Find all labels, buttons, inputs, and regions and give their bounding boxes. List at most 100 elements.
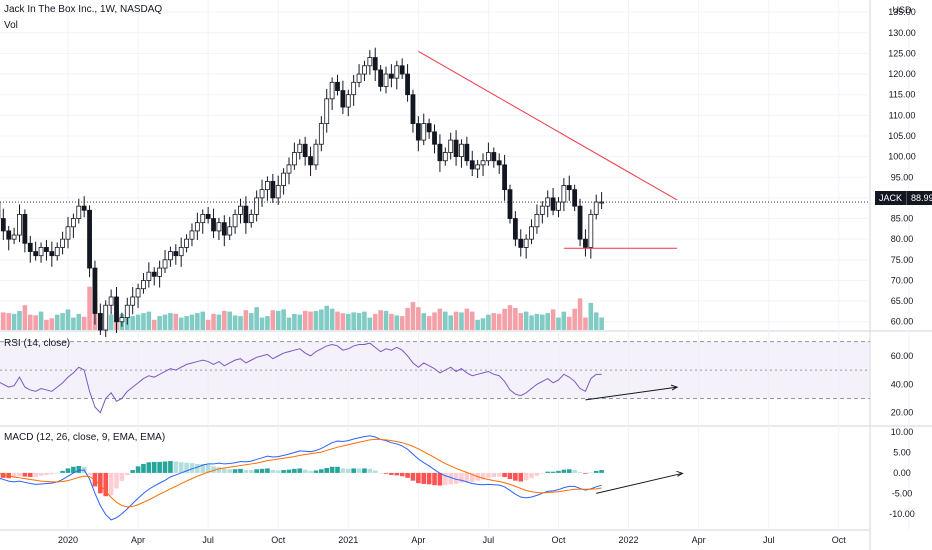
candle-body <box>157 267 163 277</box>
price-tick-label: 60.00 <box>891 317 914 327</box>
volume-bar <box>313 311 319 330</box>
volume-bar <box>459 312 464 330</box>
candle-body <box>243 205 249 224</box>
macd-histogram-bar <box>577 472 583 473</box>
candle-body <box>421 123 427 141</box>
volume-bar <box>76 313 82 330</box>
macd-histogram-bar <box>523 472 529 481</box>
macd-histogram-bar <box>265 468 270 473</box>
macd-histogram-bar <box>502 472 507 477</box>
volume-bar <box>486 314 491 330</box>
volume-bar <box>243 310 249 330</box>
volume-bar <box>469 311 475 330</box>
time-tick-label: Oct <box>551 535 566 545</box>
price-tick-label: 110.00 <box>889 110 916 120</box>
candle-body <box>367 57 373 67</box>
candle-body <box>415 123 421 141</box>
volume-bar <box>416 307 421 330</box>
candle-body <box>254 197 260 215</box>
last-price-tag: JACK 88.99 <box>875 191 932 205</box>
macd-histogram-bar <box>378 472 383 474</box>
price-tick-label: 65.00 <box>891 296 914 306</box>
candle-body <box>194 222 200 232</box>
candle-body <box>221 222 227 236</box>
candle-body <box>475 164 481 170</box>
candle-body <box>65 226 71 240</box>
candle-body <box>469 160 475 170</box>
candle-body <box>178 247 184 257</box>
volume-bar <box>248 313 254 330</box>
candle-body <box>378 69 384 87</box>
candle-body <box>486 152 491 162</box>
volume-bar <box>534 313 540 330</box>
macd-histogram-bar <box>302 469 308 473</box>
volume-bar <box>270 310 276 330</box>
macd-histogram-bar <box>108 472 114 496</box>
time-tick-label: Jul <box>202 535 214 545</box>
macd-histogram-bar <box>480 472 486 480</box>
candle-body <box>550 197 556 211</box>
volume-bar <box>195 313 200 330</box>
candle-body <box>399 65 405 75</box>
volume-bar <box>550 309 556 330</box>
candle-body <box>583 238 588 248</box>
rsi-tick-label: 20.00 <box>891 408 914 418</box>
macd-histogram-bar <box>98 472 103 494</box>
volume-bar <box>356 313 362 330</box>
volume-bar <box>340 313 346 330</box>
candle-body <box>108 296 114 306</box>
price-tag-symbol: JACK <box>875 191 907 205</box>
time-tick-label: 2022 <box>619 535 639 545</box>
macd-histogram-bar <box>49 472 55 475</box>
macd-histogram-bar <box>173 461 179 473</box>
volume-bar <box>81 316 87 330</box>
macd-histogram-bar <box>184 462 189 473</box>
volume-bars <box>0 286 604 330</box>
candle-body <box>130 296 136 306</box>
macd-histogram-bar <box>205 464 211 473</box>
macd-histogram-bar <box>513 472 518 481</box>
volume-bar <box>475 319 480 330</box>
candle-body <box>588 214 594 248</box>
macd-histogram-bar <box>130 470 135 473</box>
candle-body <box>22 214 28 244</box>
candle-body <box>523 238 529 248</box>
candle-body <box>302 143 308 158</box>
macd-histogram-bar <box>135 466 141 473</box>
candle-body <box>38 247 44 257</box>
macd-histogram-bar <box>151 461 157 473</box>
volume-bar <box>308 311 313 330</box>
macd-tick-label: 10.00 <box>891 427 914 437</box>
volume-bar <box>583 317 588 330</box>
volume-bar <box>588 302 594 330</box>
candle-body <box>135 288 141 298</box>
volume-bar <box>49 318 55 330</box>
macd-histogram-bar <box>469 472 475 482</box>
volume-bar <box>496 313 502 330</box>
macd-histogram-bar <box>238 468 243 473</box>
macd-histogram-bar <box>491 472 497 477</box>
macd-histogram-bar <box>1 472 6 478</box>
candle-body <box>394 65 400 79</box>
volume-bar <box>529 315 534 330</box>
macd-pane <box>0 435 684 521</box>
macd-histogram-bar <box>556 470 561 473</box>
macd-histogram-bar <box>362 468 367 473</box>
price-tick-label: 95.00 <box>891 172 914 182</box>
volume-bar <box>378 310 383 330</box>
macd-histogram-bar <box>27 472 33 477</box>
macd-histogram-bar <box>335 466 340 473</box>
volume-bar <box>189 314 195 330</box>
macd-histogram-bar <box>389 472 394 475</box>
volume-bar <box>6 313 12 330</box>
volume-bar <box>405 308 410 330</box>
rsi-tick-label: 40.00 <box>891 379 914 389</box>
candle-body <box>227 226 233 236</box>
candle-body <box>577 205 583 240</box>
candle-body <box>356 73 362 83</box>
macd-histogram-bar <box>168 461 173 473</box>
macd-histogram-bar <box>448 472 453 485</box>
volume-bar <box>184 316 189 330</box>
candle-body <box>410 94 416 124</box>
